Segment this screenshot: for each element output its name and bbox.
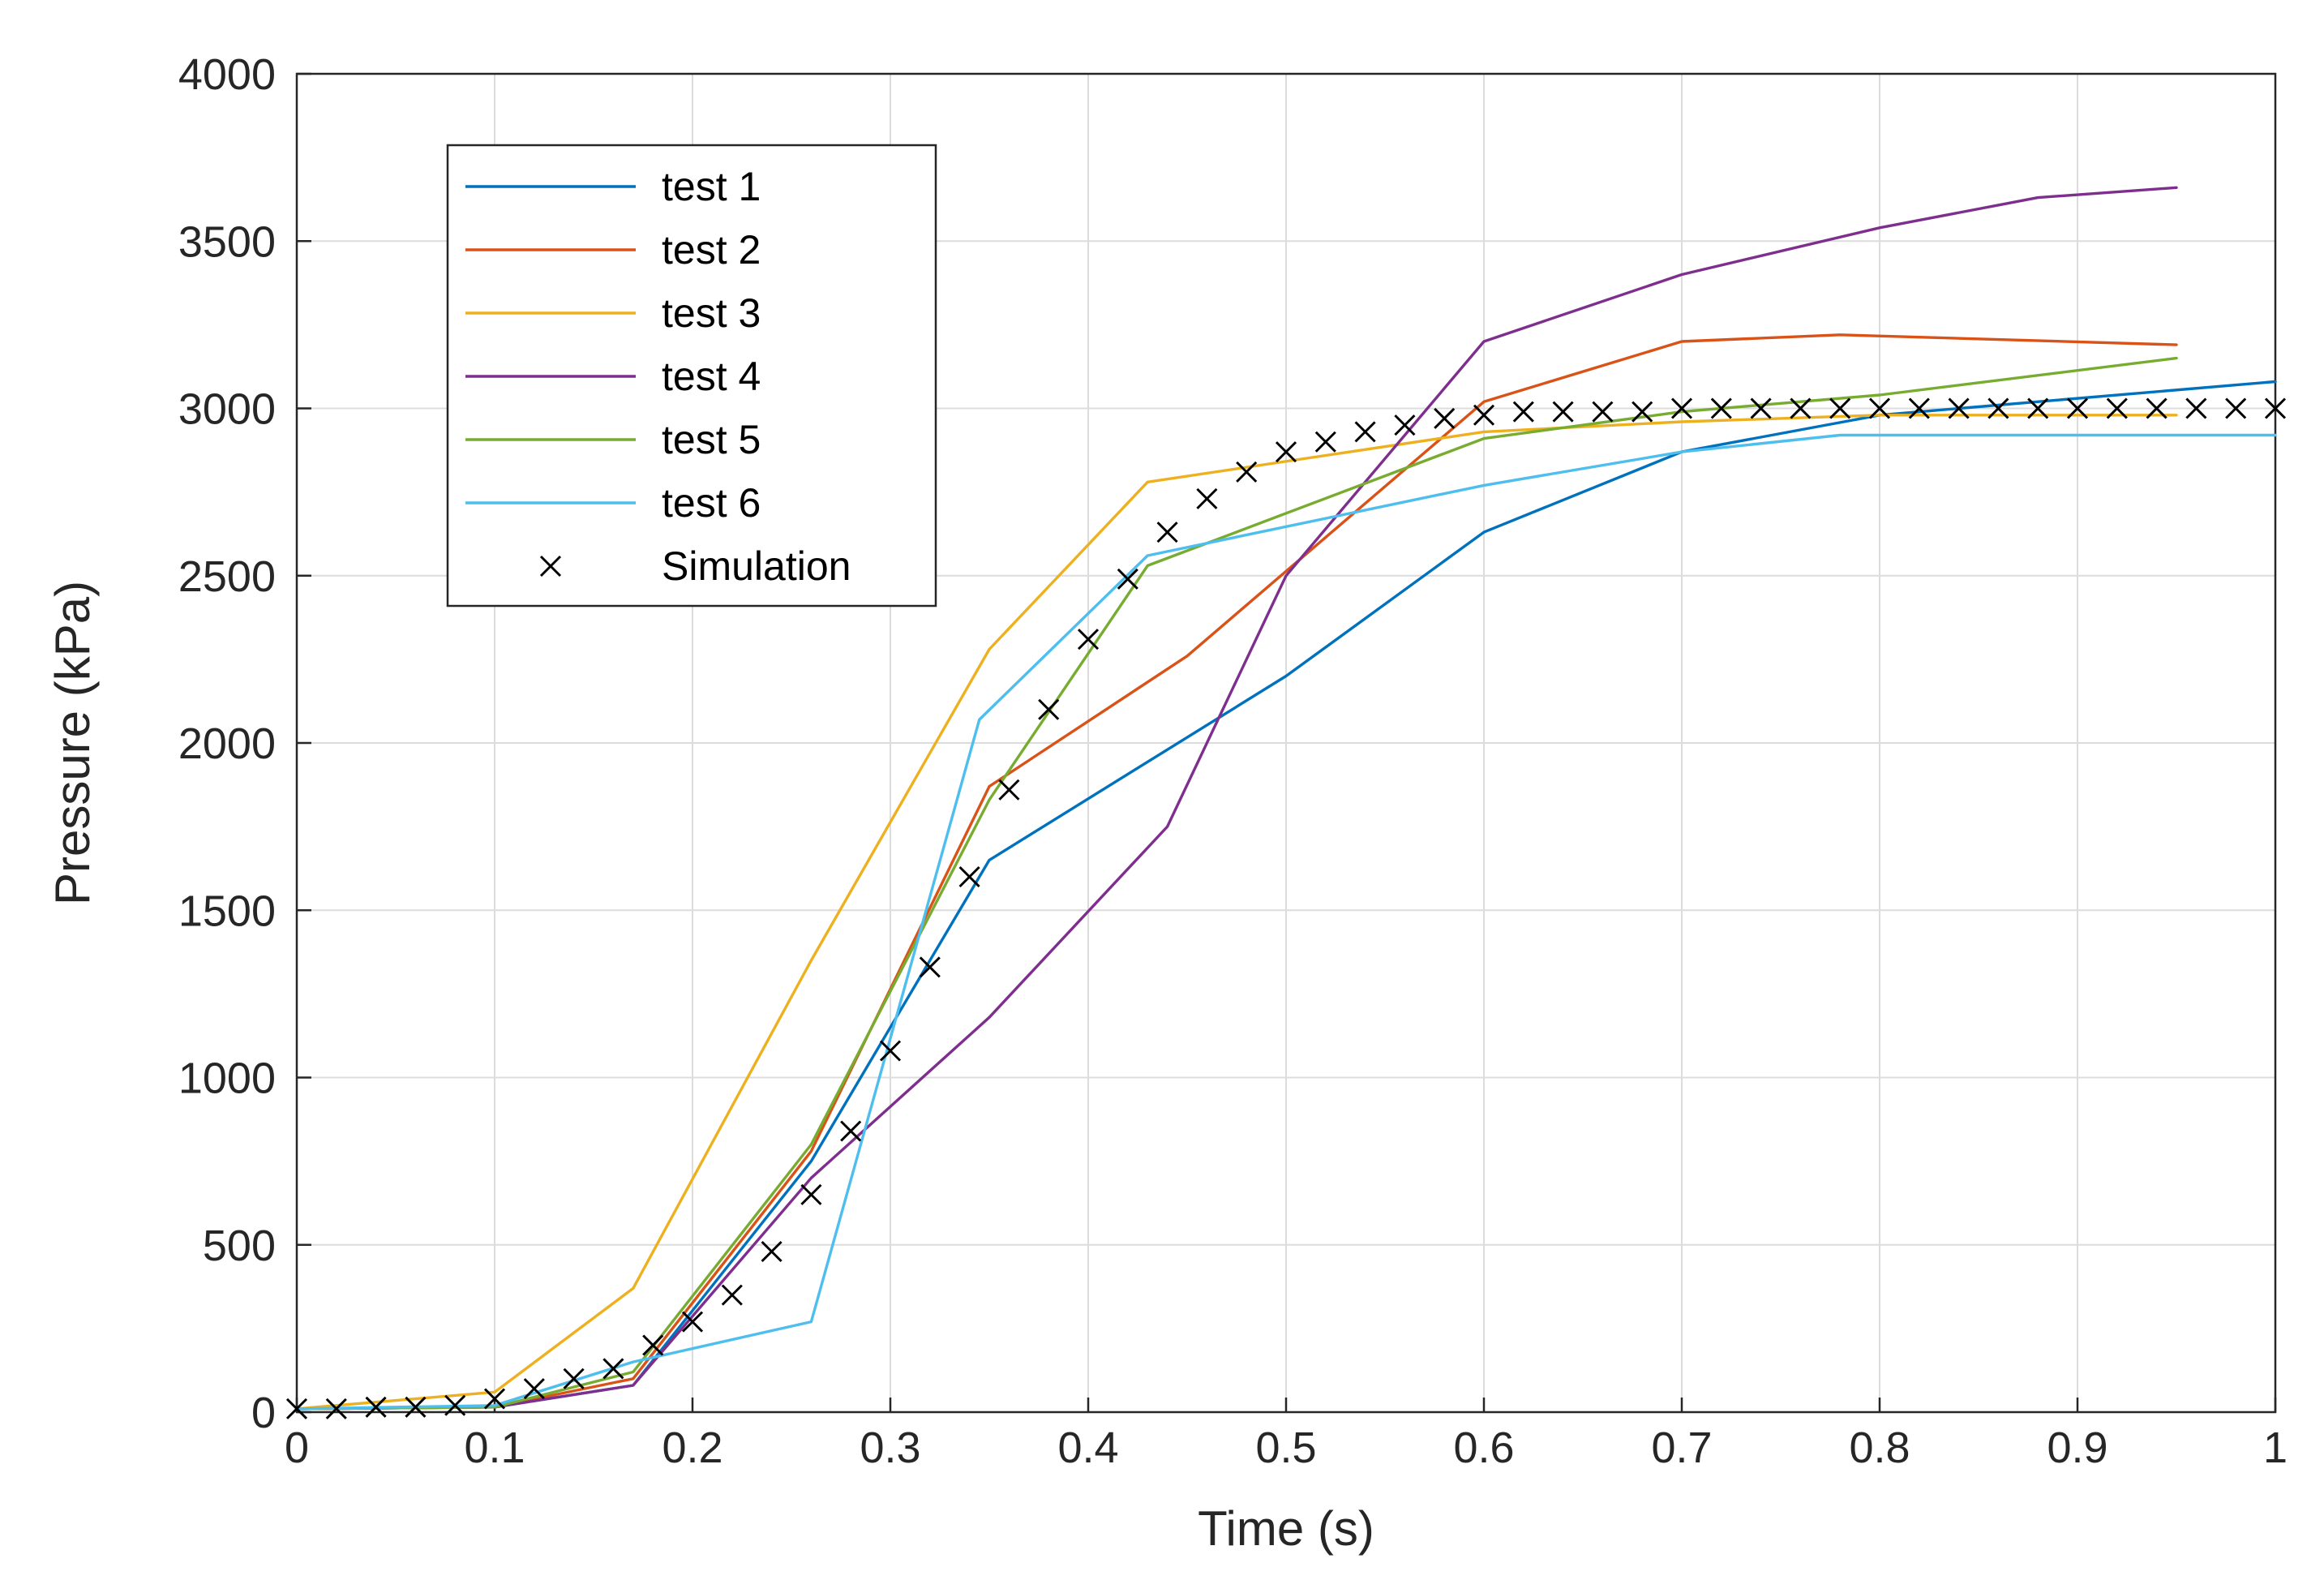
y-tick-label: 4000 bbox=[178, 50, 276, 99]
simulation-point bbox=[761, 1240, 783, 1263]
legend-label: test 3 bbox=[662, 290, 761, 336]
x-tick-label: 0.7 bbox=[1651, 1423, 1712, 1472]
simulation-point bbox=[998, 779, 1020, 801]
simulation-point bbox=[1790, 397, 1812, 419]
legend-item: test 5 bbox=[465, 417, 761, 462]
y-tick-label: 0 bbox=[251, 1389, 276, 1437]
legend-item: test 3 bbox=[465, 290, 761, 336]
simulation-point bbox=[1948, 397, 1970, 419]
simulation-point bbox=[1868, 397, 1891, 419]
series-line-test-4 bbox=[295, 186, 2178, 1411]
simulation-point bbox=[1196, 487, 1218, 509]
simulation-point bbox=[285, 1398, 308, 1419]
x-tick-label: 0.1 bbox=[464, 1423, 525, 1472]
series-line-test-2 bbox=[295, 333, 2178, 1411]
legend-item: test 2 bbox=[465, 227, 761, 273]
legend: test 1 test 2 test 3 test 4 test 5 test 6 Simu… bbox=[446, 144, 937, 608]
legend-label: test 2 bbox=[662, 227, 761, 273]
simulation-point bbox=[1908, 397, 1930, 419]
simulation-point bbox=[1829, 397, 1851, 419]
simulation-point bbox=[642, 1334, 664, 1356]
y-tick-label: 1000 bbox=[178, 1054, 276, 1103]
x-tick-label: 1 bbox=[2263, 1423, 2288, 1472]
x-tick-label: 0.3 bbox=[860, 1423, 920, 1472]
y-tick-label: 1500 bbox=[178, 887, 276, 935]
series-line-test-6 bbox=[295, 433, 2277, 1411]
y-tick-label: 500 bbox=[203, 1222, 276, 1270]
simulation-point bbox=[1512, 401, 1534, 423]
simulation-point bbox=[2185, 397, 2207, 419]
simulation-point bbox=[919, 956, 941, 978]
simulation-point bbox=[958, 865, 980, 888]
simulation-point bbox=[2225, 397, 2247, 419]
legend-item: test 1 bbox=[465, 164, 761, 209]
x-tick-label: 0 bbox=[285, 1423, 309, 1472]
simulation-point bbox=[405, 1396, 427, 1418]
simulation-point bbox=[1670, 397, 1693, 419]
simulation-point bbox=[1552, 401, 1574, 423]
simulation-point bbox=[840, 1120, 862, 1142]
simulation-point bbox=[1434, 407, 1456, 429]
simulation-point bbox=[523, 1378, 545, 1400]
series-line-test-3 bbox=[295, 414, 2178, 1411]
legend-label: test 5 bbox=[662, 417, 761, 462]
axis-ticks: 0 0.1 0.2 0.3 0.4 0.5 0.6 0.7 0.8 0.9 1 0 500 1000 150… bbox=[178, 50, 2288, 1472]
simulation-point bbox=[1038, 698, 1060, 720]
simulation-point bbox=[1236, 461, 1258, 483]
simulation-point bbox=[1156, 522, 1178, 543]
simulation-point bbox=[1275, 441, 1297, 463]
simulation-point bbox=[2106, 397, 2128, 419]
legend-item: test 6 bbox=[465, 480, 761, 526]
simulation-point bbox=[365, 1396, 387, 1418]
simulation-point bbox=[602, 1358, 624, 1380]
x-tick-label: 0.8 bbox=[1849, 1423, 1910, 1472]
simulation-point bbox=[1710, 397, 1732, 419]
series-lines bbox=[295, 186, 2277, 1411]
y-tick-label: 3000 bbox=[178, 385, 276, 434]
simulation-point bbox=[1394, 414, 1416, 436]
simulation-point bbox=[1473, 404, 1495, 426]
x-axis-label: Time (s) bbox=[1198, 1501, 1374, 1556]
x-tick-label: 0.9 bbox=[2047, 1423, 2107, 1472]
simulation-point bbox=[2066, 397, 2089, 419]
y-axis-label: Pressure (kPa) bbox=[45, 581, 100, 905]
legend-item: test 4 bbox=[465, 354, 761, 399]
simulation-point bbox=[444, 1394, 466, 1416]
simulation-point bbox=[1592, 401, 1614, 423]
simulation-markers bbox=[285, 397, 2287, 1419]
x-tick-label: 0.2 bbox=[662, 1423, 722, 1472]
simulation-point bbox=[563, 1368, 585, 1389]
simulation-point bbox=[483, 1388, 506, 1410]
legend-label: Simulation bbox=[662, 543, 851, 589]
legend-label: test 4 bbox=[662, 354, 761, 399]
y-tick-label: 2500 bbox=[178, 552, 276, 601]
series-line-test-5 bbox=[295, 356, 2178, 1411]
simulation-point bbox=[1987, 397, 2009, 419]
simulation-point bbox=[721, 1284, 743, 1306]
simulation-point bbox=[681, 1311, 704, 1333]
simulation-point bbox=[879, 1040, 902, 1062]
y-tick-label: 2000 bbox=[178, 719, 276, 768]
y-tick-label: 3500 bbox=[178, 217, 276, 266]
simulation-point bbox=[1354, 421, 1376, 443]
legend-swatch bbox=[539, 555, 562, 578]
simulation-point bbox=[2146, 397, 2167, 419]
simulation-point bbox=[1632, 401, 1653, 423]
simulation-point bbox=[325, 1398, 347, 1419]
x-tick-label: 0.5 bbox=[1255, 1423, 1316, 1472]
legend-item: Simulation bbox=[539, 543, 851, 589]
simulation-point bbox=[800, 1183, 822, 1205]
legend-label: test 1 bbox=[662, 164, 761, 209]
legend-label: test 6 bbox=[662, 480, 761, 526]
x-tick-label: 0.4 bbox=[1057, 1423, 1118, 1472]
simulation-point bbox=[2264, 397, 2287, 419]
x-tick-label: 0.6 bbox=[1453, 1423, 1514, 1472]
simulation-point bbox=[1750, 397, 1772, 419]
simulation-point bbox=[2027, 397, 2049, 419]
simulation-point bbox=[1077, 629, 1100, 651]
simulation-point bbox=[1314, 431, 1336, 453]
simulation-point bbox=[1117, 568, 1138, 590]
